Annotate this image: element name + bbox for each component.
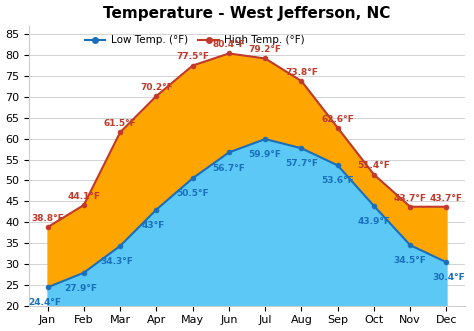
- High Temp. (°F): [81, 203, 87, 207]
- Title: Temperature - West Jefferson, NC: Temperature - West Jefferson, NC: [103, 6, 391, 21]
- Low Temp. (°F): [444, 260, 449, 264]
- Text: 27.9°F: 27.9°F: [64, 284, 98, 293]
- Text: 30.4°F: 30.4°F: [433, 273, 465, 282]
- Low Temp. (°F): [262, 137, 268, 141]
- High Temp. (°F): [45, 225, 50, 229]
- Text: 51.4°F: 51.4°F: [357, 162, 391, 170]
- High Temp. (°F): [262, 57, 268, 61]
- Text: 73.8°F: 73.8°F: [285, 68, 318, 77]
- Text: 50.5°F: 50.5°F: [176, 189, 209, 199]
- Text: 44.1°F: 44.1°F: [67, 192, 100, 201]
- Low Temp. (°F): [407, 243, 413, 247]
- High Temp. (°F): [335, 126, 340, 130]
- Low Temp. (°F): [226, 151, 232, 155]
- Text: 62.6°F: 62.6°F: [321, 115, 354, 124]
- Text: 38.8°F: 38.8°F: [31, 214, 64, 223]
- Text: 43.7°F: 43.7°F: [430, 194, 463, 203]
- Text: 43.9°F: 43.9°F: [357, 217, 391, 226]
- High Temp. (°F): [117, 130, 123, 134]
- Text: 24.4°F: 24.4°F: [28, 299, 61, 307]
- High Temp. (°F): [444, 205, 449, 209]
- Text: 34.3°F: 34.3°F: [101, 257, 134, 266]
- High Temp. (°F): [371, 172, 377, 176]
- Low Temp. (°F): [371, 204, 377, 208]
- Text: 43.7°F: 43.7°F: [394, 194, 427, 203]
- Low Temp. (°F): [81, 271, 87, 275]
- Line: Low Temp. (°F): Low Temp. (°F): [45, 137, 449, 290]
- Text: 80.4°F: 80.4°F: [212, 40, 245, 49]
- Low Temp. (°F): [335, 164, 340, 167]
- Text: 77.5°F: 77.5°F: [176, 52, 209, 61]
- Text: 34.5°F: 34.5°F: [394, 256, 427, 265]
- Low Temp. (°F): [190, 176, 195, 180]
- Line: High Temp. (°F): High Temp. (°F): [45, 51, 449, 230]
- Low Temp. (°F): [117, 244, 123, 248]
- Text: 57.7°F: 57.7°F: [285, 159, 318, 168]
- High Temp. (°F): [299, 79, 304, 83]
- High Temp. (°F): [226, 51, 232, 55]
- Low Temp. (°F): [154, 208, 159, 212]
- High Temp. (°F): [190, 64, 195, 68]
- Text: 70.2°F: 70.2°F: [140, 83, 173, 92]
- Text: 61.5°F: 61.5°F: [104, 119, 137, 128]
- Low Temp. (°F): [299, 146, 304, 150]
- High Temp. (°F): [407, 205, 413, 209]
- Text: 79.2°F: 79.2°F: [249, 45, 282, 54]
- High Temp. (°F): [154, 94, 159, 98]
- Legend: Low Temp. (°F), High Temp. (°F): Low Temp. (°F), High Temp. (°F): [81, 31, 309, 49]
- Text: 59.9°F: 59.9°F: [249, 150, 282, 159]
- Text: 53.6°F: 53.6°F: [321, 176, 354, 185]
- Text: 43°F: 43°F: [142, 221, 165, 230]
- Text: 56.7°F: 56.7°F: [212, 164, 246, 172]
- Low Temp. (°F): [45, 285, 50, 289]
